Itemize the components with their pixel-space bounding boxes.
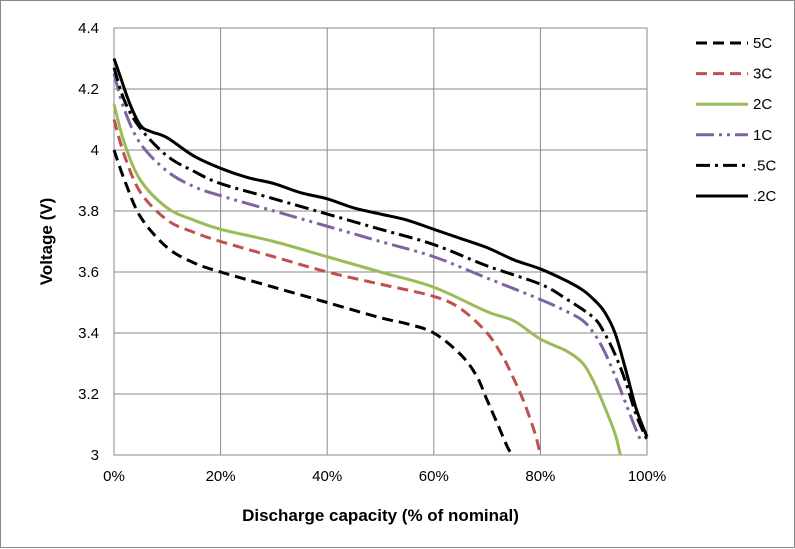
gridlines (113, 27, 648, 456)
legend-label-5: .2C (753, 188, 777, 205)
x-tick-label: 100% (628, 468, 666, 485)
x-tick-label: 80% (525, 468, 555, 485)
x-tick-label: 40% (312, 468, 342, 485)
legend-label-4: .5C (753, 157, 777, 174)
y-tick-label: 3 (91, 447, 99, 464)
y-tick-label: 3.4 (78, 325, 99, 342)
x-axis-tick-labels: 0% 20% 40% 60% 80% 100% (103, 468, 666, 485)
legend-label-3: 1C (753, 127, 772, 144)
series-lines (112, 58, 649, 457)
y-tick-label: 4.2 (78, 81, 99, 98)
x-axis-title: Discharge capacity (% of nominal) (242, 506, 519, 525)
plot-area-border (113, 27, 648, 456)
y-axis-tick-labels: 3 3.2 3.4 3.6 3.8 4 4.2 4.4 (78, 20, 99, 464)
legend: 5C 3C 2C 1C .5C .2C (696, 35, 777, 205)
y-tick-label: 3.6 (78, 264, 99, 281)
series-line-2 (112, 103, 622, 456)
x-tick-label: 20% (206, 468, 236, 485)
y-axis-title: Voltage (V) (37, 198, 56, 286)
series-line-4 (112, 67, 649, 441)
legend-label-0: 5C (753, 35, 772, 52)
y-tick-label: 3.2 (78, 386, 99, 403)
y-tick-label: 4 (91, 142, 99, 159)
legend-label-1: 3C (753, 66, 772, 83)
y-tick-label: 4.4 (78, 20, 99, 37)
series-line-5 (112, 58, 649, 438)
x-tick-label: 60% (419, 468, 449, 485)
series-line-1 (112, 119, 542, 456)
series-line-3 (112, 73, 644, 444)
x-tick-label: 0% (103, 468, 125, 485)
legend-label-2: 2C (753, 96, 772, 113)
y-tick-label: 3.8 (78, 203, 99, 220)
